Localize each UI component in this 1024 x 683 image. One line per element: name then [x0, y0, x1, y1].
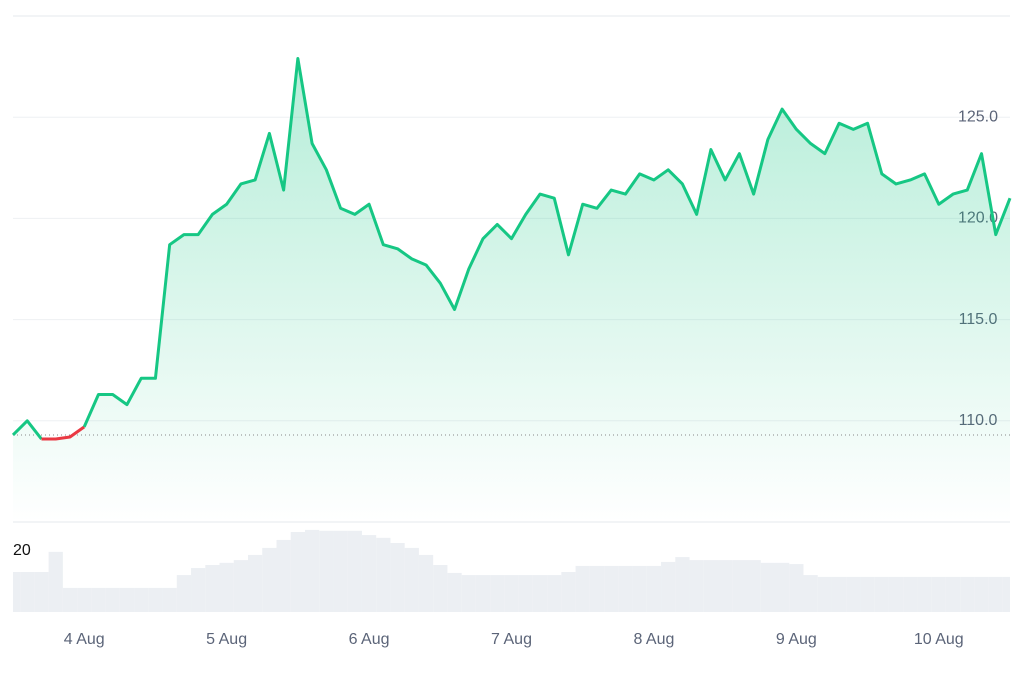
volume-bar	[176, 575, 192, 612]
volume-bar	[988, 576, 1003, 612]
volume-bar	[618, 565, 633, 612]
volume-bar	[319, 530, 334, 612]
volume-bar	[746, 560, 761, 612]
volume-bar	[148, 587, 163, 612]
volume-bar	[119, 587, 135, 612]
volume-bar	[689, 560, 704, 612]
volume-bar	[504, 575, 519, 612]
volume-bar	[518, 575, 533, 612]
volume-bar	[205, 564, 220, 612]
volume-bar	[589, 565, 605, 612]
volume-bar	[48, 551, 63, 612]
volume-bar	[433, 564, 448, 612]
volume-bar	[547, 575, 562, 612]
volume-bar	[888, 576, 904, 612]
y-tick-label: 125.0	[958, 108, 998, 125]
volume-bar	[233, 560, 249, 612]
volume-bar	[404, 547, 419, 612]
volume-bar	[789, 564, 804, 612]
x-tick-label: 6 Aug	[349, 631, 390, 648]
volume-bar	[276, 539, 291, 612]
volume-bar	[703, 560, 719, 612]
volume-bar	[418, 554, 434, 612]
x-tick-label: 4 Aug	[64, 631, 105, 648]
volume-bar	[646, 565, 662, 612]
volume-bar	[347, 530, 362, 612]
volume-bar	[831, 576, 847, 612]
volume-bar	[219, 562, 234, 612]
volume-bar	[191, 568, 206, 612]
volume-bar	[105, 587, 120, 612]
price-line	[41, 425, 86, 441]
volume-bar	[817, 576, 832, 612]
volume-bar	[903, 576, 918, 612]
volume-bar	[532, 575, 548, 612]
volume-bar	[20, 572, 35, 612]
volume-bar	[960, 576, 975, 612]
volume-bar	[447, 572, 462, 612]
volume-bar	[604, 565, 619, 612]
volume-bar	[860, 576, 875, 612]
volume-bar	[461, 575, 476, 612]
x-tick-label: 8 Aug	[633, 631, 674, 648]
volume-bar	[732, 560, 747, 612]
volume-tick-label: 20	[13, 542, 31, 559]
volume-bar	[77, 587, 92, 612]
price-area	[13, 58, 1010, 523]
volume-bar	[333, 530, 348, 612]
volume-bar	[62, 587, 78, 612]
volume-bar	[575, 565, 590, 612]
volume-bar	[846, 576, 861, 612]
volume-bar	[803, 575, 818, 612]
volume-bar	[490, 575, 505, 612]
x-tick-label: 10 Aug	[914, 631, 964, 648]
volume-bar	[361, 535, 377, 612]
volume-bar	[376, 537, 391, 612]
volume-bar	[718, 560, 733, 612]
x-tick-label: 7 Aug	[491, 631, 532, 648]
price-line	[82, 57, 1012, 428]
volume-bar	[262, 547, 277, 612]
volume-bar	[874, 576, 889, 612]
x-tick-label: 5 Aug	[206, 631, 247, 648]
volume-bar	[661, 561, 676, 612]
volume-bar	[134, 587, 149, 612]
x-tick-label: 9 Aug	[776, 631, 817, 648]
volume-bar	[931, 576, 946, 612]
volume-bar	[1002, 576, 1010, 612]
volume-bar	[475, 575, 491, 612]
volume-bar	[774, 562, 790, 612]
volume-bar	[13, 572, 21, 612]
volume-bar	[91, 587, 106, 612]
volume-bar	[390, 543, 405, 612]
volume-bar	[34, 572, 49, 612]
volume-bar	[760, 562, 775, 612]
volume-bar	[945, 576, 961, 612]
volume-bar	[632, 565, 647, 612]
volume-bar	[304, 529, 320, 612]
volume-bar	[162, 587, 177, 612]
volume-bar	[917, 576, 932, 612]
volume-bar	[561, 572, 576, 612]
price-line	[11, 419, 43, 440]
volume-bar	[675, 557, 690, 612]
volume-bar	[248, 554, 263, 612]
volume-bar	[290, 532, 305, 612]
volume-bar	[974, 576, 989, 612]
